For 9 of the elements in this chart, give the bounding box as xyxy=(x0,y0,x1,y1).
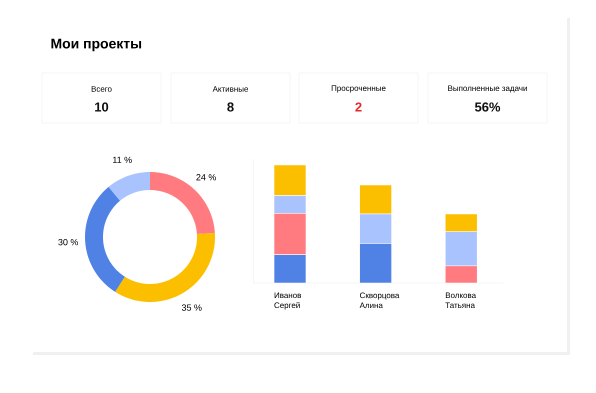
text: 10 xyxy=(95,102,108,112)
text: 56% xyxy=(474,102,500,112)
text: Мои проекты xyxy=(51,38,142,52)
data-label: 24 % xyxy=(196,174,216,180)
text: 2 xyxy=(355,102,362,112)
data-label: 35 % xyxy=(182,304,202,311)
text: 8 xyxy=(227,102,234,112)
data-label: 11 % xyxy=(113,156,132,163)
data-label: 30 % xyxy=(58,238,78,246)
